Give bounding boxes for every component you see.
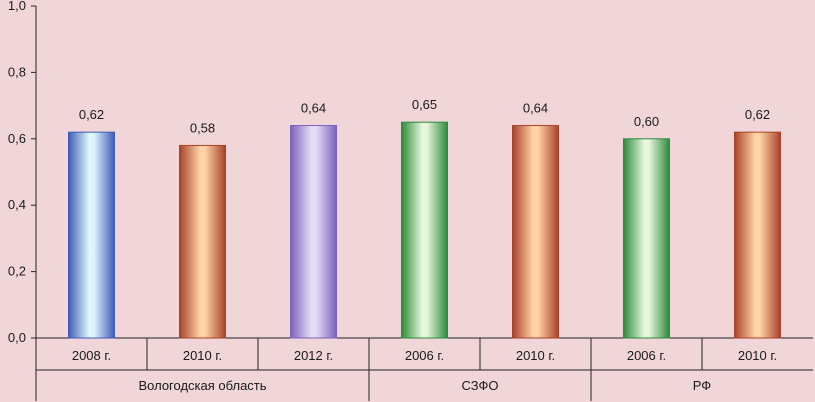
y-tick-label: 0,8: [8, 64, 26, 79]
x-category-label: 2012 г.: [294, 348, 333, 363]
bar-value-label: 0,62: [79, 107, 104, 122]
bar: [68, 131, 115, 339]
bar: [179, 144, 226, 339]
y-tick-label: 0,4: [8, 197, 26, 212]
group-label: СЗФО: [462, 378, 499, 393]
y-tick-label: 0,6: [8, 131, 26, 146]
x-category-label: 2010 г.: [183, 348, 222, 363]
x-category-label: 2008 г.: [72, 348, 111, 363]
bar-value-label: 0,58: [190, 120, 215, 135]
bar-value-label: 0,65: [412, 97, 437, 112]
bar-value-label: 0,64: [301, 101, 326, 116]
bar: [734, 131, 781, 339]
y-tick-label: 1,0: [8, 0, 26, 13]
group-label: Вологодская область: [138, 378, 266, 393]
bar-value-label: 0,62: [745, 107, 770, 122]
y-tick-label: 0,2: [8, 264, 26, 279]
bar: [290, 125, 337, 339]
x-category-label: 2010 г.: [738, 348, 777, 363]
group-label: РФ: [693, 378, 712, 393]
x-category-label: 2006 г.: [405, 348, 444, 363]
x-category-label: 2006 г.: [627, 348, 666, 363]
bar-value-label: 0,64: [523, 101, 548, 116]
y-tick-label: 0,0: [8, 330, 26, 345]
bar: [512, 125, 559, 339]
x-category-label: 2010 г.: [516, 348, 555, 363]
bar-value-label: 0,60: [634, 114, 659, 129]
bar: [623, 138, 670, 339]
bar: [401, 121, 448, 339]
